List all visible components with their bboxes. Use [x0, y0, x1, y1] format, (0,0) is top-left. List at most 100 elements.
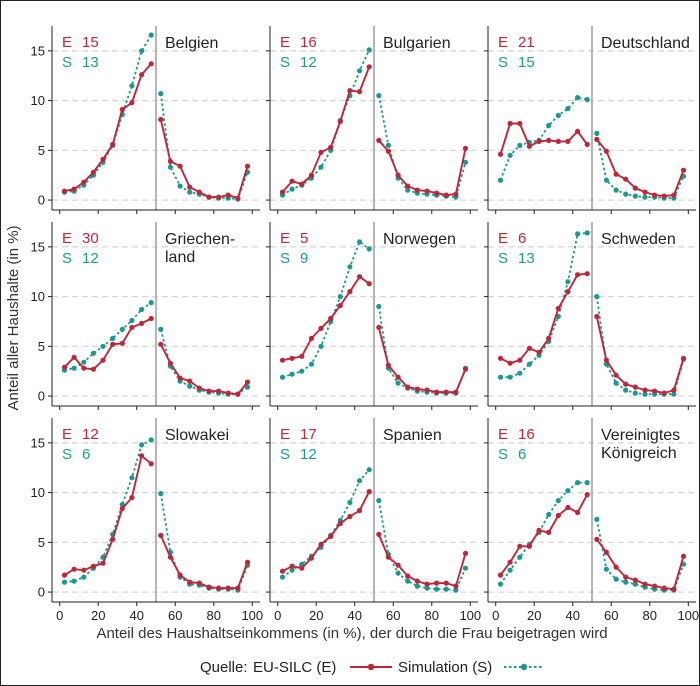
series-simulation-point: [139, 442, 145, 448]
series-eu-silc-point: [594, 136, 600, 142]
series-eu-silc-point: [328, 144, 334, 150]
panel-title: Königreich: [601, 445, 677, 462]
x-axis-label: Anteil des Haushaltseinkommens (in %), d…: [96, 625, 607, 642]
series-eu-silc-line: [159, 119, 249, 200]
series-eu-silc-point: [453, 583, 459, 589]
series-eu-silc-point: [366, 64, 372, 70]
s-value: 9: [300, 250, 308, 267]
series-eu-silc-point: [584, 271, 590, 277]
series-eu-silc-point: [652, 388, 658, 394]
series-eu-silc-point: [308, 555, 314, 561]
x-tick-label: 80: [425, 608, 439, 623]
series-eu-silc-point: [61, 364, 68, 370]
x-tick-label: 0: [56, 608, 63, 623]
series-simulation-point: [462, 565, 469, 571]
series-simulation-point: [623, 387, 629, 393]
panel-title: Spanien: [383, 427, 442, 444]
series-simulation-point: [139, 48, 145, 54]
series-simulation-point: [497, 177, 504, 183]
series-eu-silc-line: [596, 538, 685, 591]
series-simulation-point: [462, 159, 469, 165]
series-eu-silc-point: [244, 163, 251, 169]
s-label: S: [280, 250, 290, 267]
series-eu-silc-point: [575, 128, 581, 134]
series-eu-silc-point: [289, 178, 295, 184]
series-eu-silc-point: [235, 195, 241, 201]
series-eu-silc-point: [225, 390, 231, 396]
series-eu-silc-point: [594, 536, 600, 542]
series-simulation-point: [565, 279, 571, 285]
legend-marker-e: [367, 663, 375, 671]
e-value: 5: [300, 230, 308, 247]
series-eu-silc-point: [279, 568, 286, 574]
series-eu-silc-point: [148, 315, 154, 322]
x-tick-label: 100: [241, 608, 263, 623]
series-simulation-line: [377, 306, 467, 395]
series-eu-silc-point: [158, 116, 164, 123]
series-simulation-line: [499, 481, 588, 585]
series-eu-silc-point: [187, 579, 193, 585]
series-simulation-point: [642, 194, 648, 200]
panel: 0 5 10 15 E 30 S 12 Griechen-land: [31, 222, 260, 410]
series-eu-silc-point: [632, 384, 638, 390]
series-simulation-point: [279, 574, 286, 580]
series-eu-silc-point: [187, 378, 193, 384]
series-simulation-point: [632, 193, 638, 199]
series-simulation-point: [434, 586, 440, 592]
legend-label-s: Simulation (S): [398, 659, 492, 676]
series-eu-silc-point: [680, 553, 687, 559]
series-simulation-point: [376, 498, 382, 504]
series-eu-silc-point: [337, 302, 343, 309]
series-simulation-point: [555, 112, 561, 119]
series-eu-silc-point: [206, 194, 212, 200]
series-eu-silc-point: [81, 567, 87, 573]
series-eu-silc-point: [167, 360, 173, 366]
series-simulation-point: [575, 95, 581, 101]
series-simulation-point: [129, 317, 135, 324]
series-simulation-point: [289, 186, 295, 192]
series-simulation-line: [64, 301, 152, 372]
panel-title: land: [165, 249, 195, 266]
e-value: 30: [82, 230, 99, 247]
series-eu-silc-point: [555, 138, 561, 144]
series-eu-silc-point: [308, 172, 314, 178]
series-eu-silc-point: [497, 151, 504, 157]
series-eu-silc-point: [536, 527, 542, 534]
series-eu-silc-point: [119, 340, 125, 346]
series-simulation-point: [671, 391, 677, 397]
series-eu-silc-point: [575, 272, 581, 278]
panel-title: Slowakei: [165, 427, 229, 444]
s-label: S: [498, 446, 508, 463]
series-eu-silc-point: [289, 355, 295, 361]
series-simulation-point: [357, 68, 363, 74]
s-value: 12: [300, 446, 317, 463]
e-label: E: [498, 230, 508, 247]
series-simulation-point: [366, 467, 372, 473]
series-eu-silc-point: [148, 61, 154, 67]
x-tick-label: 40: [348, 608, 362, 623]
series-simulation-point: [129, 475, 135, 481]
series-eu-silc-point: [603, 549, 610, 555]
series-eu-silc-point: [546, 137, 552, 143]
series-simulation-point: [376, 303, 382, 310]
series-eu-silc-point: [139, 72, 145, 78]
series-eu-silc-point: [71, 566, 77, 572]
series-eu-silc-point: [405, 384, 411, 390]
s-value: 13: [518, 250, 535, 267]
series-simulation-point: [575, 480, 581, 486]
series-eu-silc-point: [337, 118, 343, 125]
series-simulation-point: [177, 183, 183, 189]
series-eu-silc-point: [680, 355, 687, 361]
series-eu-silc-point: [497, 355, 504, 361]
panel: E 21 S 15 Deutschland: [484, 26, 696, 214]
series-eu-silc-point: [584, 492, 590, 498]
series-simulation-point: [148, 300, 154, 306]
x-tick-label: 100: [677, 608, 699, 623]
e-label: E: [62, 230, 72, 247]
series-eu-silc-point: [119, 106, 125, 113]
series-simulation-point: [148, 32, 154, 38]
series-eu-silc-line: [596, 138, 685, 198]
series-eu-silc-point: [376, 137, 382, 143]
series-eu-silc-point: [196, 385, 202, 391]
y-tick-label: 5: [38, 143, 45, 158]
